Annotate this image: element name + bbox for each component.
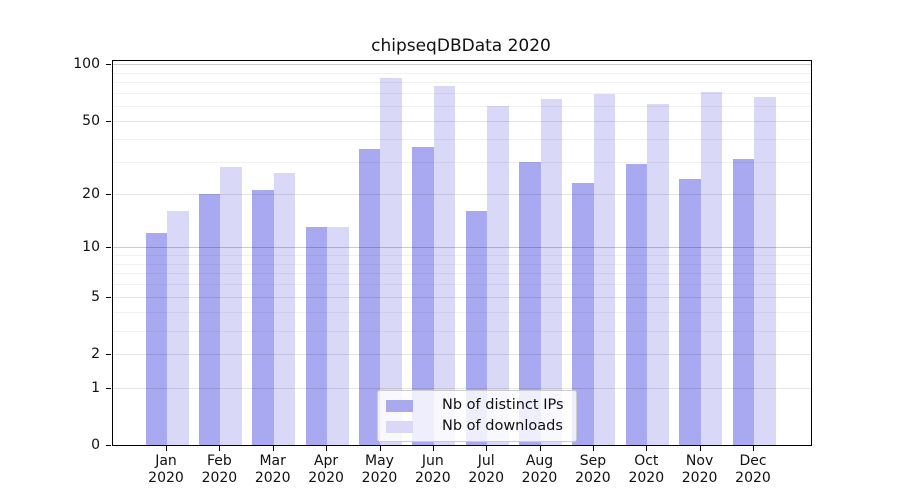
y-tick-10: [106, 247, 111, 249]
x-tick-label-sep: Sep 2020: [575, 453, 611, 486]
bar-distinct-ips-sep: [572, 182, 594, 445]
legend-label-downloads: Nb of downloads: [442, 418, 563, 434]
y-tick-label-5: 5: [91, 289, 100, 306]
legend-label-distinct-ips: Nb of distinct IPs: [442, 397, 564, 413]
bar-downloads-dec: [754, 96, 776, 445]
x-tick-label-nov: Nov 2020: [681, 453, 718, 486]
bar-downloads-feb: [220, 167, 242, 445]
bar-downloads-aug: [540, 99, 563, 445]
gridline-y-80: [113, 82, 811, 84]
gridline-y-40: [113, 138, 811, 140]
gridline-y-7: [113, 273, 811, 275]
x-tick-label-jun: Jun 2020: [414, 453, 451, 486]
bar-distinct-ips-may: [358, 149, 381, 445]
x-tick-may: [379, 446, 381, 451]
y-tick-2: [106, 354, 111, 356]
bar-distinct-ips-nov: [679, 179, 701, 445]
x-tick-jul: [486, 446, 488, 451]
x-tick-label-mar: Mar 2020: [254, 453, 291, 486]
y-tick-1: [106, 387, 111, 389]
bar-downloads-mar: [273, 173, 296, 445]
legend-item-distinct-ips: Nb of distinct IPs: [386, 396, 564, 415]
x-tick-label-jan: Jan 2020: [148, 453, 184, 486]
x-tick-label-dec: Dec 2020: [735, 453, 771, 486]
x-tick-label-may: May 2020: [361, 453, 398, 486]
y-tick-0: [106, 445, 111, 446]
x-tick-aug: [539, 446, 541, 451]
bar-downloads-sep: [593, 94, 616, 445]
gridline-y-90: [113, 72, 811, 74]
y-tick-label-50: 50: [82, 112, 100, 129]
y-tick-label-0: 0: [91, 437, 100, 453]
bar-distinct-ips-mar: [252, 189, 274, 445]
gridline-y-10: [113, 247, 811, 249]
y-tick-5: [106, 297, 111, 299]
gridline-y-3: [113, 330, 811, 332]
gridline-y-70: [113, 93, 811, 95]
x-tick-mar: [272, 446, 274, 451]
x-tick-dec: [753, 446, 754, 451]
gridline-y-1: [113, 387, 811, 389]
bar-downloads-jan: [167, 211, 189, 445]
gridline-y-4: [113, 312, 811, 314]
x-tick-jun: [432, 446, 434, 451]
bar-distinct-ips-jun: [412, 147, 434, 445]
x-tick-label-oct: Oct 2020: [628, 453, 665, 486]
chart-title: chipseqDBData 2020: [371, 36, 551, 56]
y-tick-label-1: 1: [91, 379, 100, 396]
legend-item-downloads: Nb of downloads: [386, 417, 564, 436]
y-tick-label-10: 10: [82, 239, 100, 256]
y-tick-label-100: 100: [73, 56, 100, 73]
legend-swatch-downloads: [386, 420, 413, 433]
x-tick-nov: [699, 446, 701, 451]
bar-distinct-ips-aug: [519, 161, 541, 445]
bar-downloads-jun: [433, 85, 456, 445]
x-tick-jan: [166, 446, 167, 451]
gridline-y-8: [113, 263, 811, 265]
x-tick-oct: [646, 446, 648, 451]
plot-area: Nb of distinct IPs Nb of downloads: [112, 60, 812, 446]
y-tick-50: [106, 120, 111, 122]
y-tick-label-20: 20: [82, 185, 100, 202]
x-axis: Jan 2020 Feb 2020 Mar 2020 Apr 2020 May 2020 Jun 20…: [112, 445, 810, 495]
gridline-y-5: [113, 297, 811, 299]
gridline-y-50: [113, 120, 811, 122]
x-tick-sep: [592, 446, 594, 451]
gridline-y-30: [113, 161, 811, 163]
gridline-y-20: [113, 193, 811, 195]
bar-distinct-ips-apr: [305, 227, 328, 445]
bar-distinct-ips-oct: [625, 164, 648, 445]
gridline-y-100: [113, 64, 811, 66]
x-tick-label-jul: Jul 2020: [468, 453, 504, 486]
x-tick-label-apr: Apr 2020: [308, 453, 344, 486]
bar-downloads-nov: [700, 92, 723, 445]
bar-downloads-oct: [647, 104, 669, 445]
gridline-y-9: [113, 255, 811, 256]
bar-downloads-jul: [487, 105, 509, 445]
bar-downloads-apr: [327, 227, 349, 445]
x-tick-label-feb: Feb 2020: [201, 453, 238, 486]
gridline-y-2: [113, 354, 811, 356]
legend-swatch-distinct-ips: [386, 399, 413, 412]
y-tick-label-2: 2: [91, 346, 100, 363]
bar-distinct-ips-feb: [198, 193, 221, 445]
bar-distinct-ips-jan: [145, 233, 167, 445]
y-axis: 0 1 2 5 10 20 50 100: [0, 56, 112, 453]
bar-distinct-ips-jul: [465, 211, 488, 445]
x-tick-label-aug: Aug 2020: [521, 453, 558, 486]
gridline-y-60: [113, 105, 811, 107]
x-tick-feb: [219, 446, 221, 451]
x-tick-apr: [326, 446, 328, 451]
bar-distinct-ips-dec: [732, 159, 754, 445]
bar-downloads-may: [380, 78, 402, 445]
legend: Nb of distinct IPs Nb of downloads: [377, 390, 577, 442]
gridline-y-6: [113, 284, 811, 286]
y-tick-100: [106, 64, 111, 66]
y-tick-20: [106, 193, 111, 195]
